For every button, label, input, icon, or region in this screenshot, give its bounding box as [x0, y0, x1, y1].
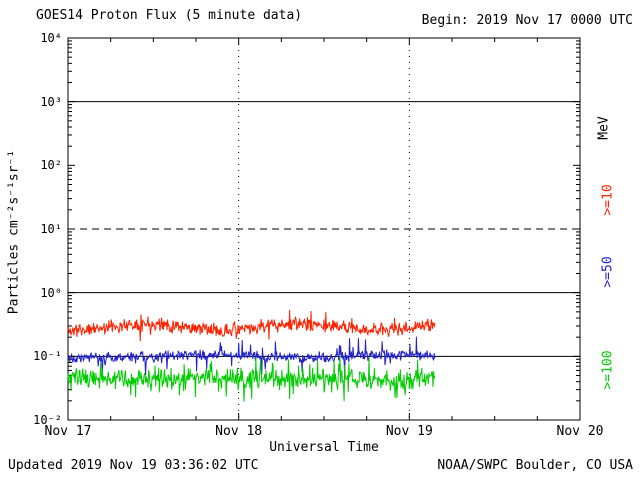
x-axis-label: Universal Time	[269, 440, 379, 455]
updated-timestamp: Updated 2019 Nov 19 03:36:02 UTC	[8, 458, 259, 473]
x-tick-label: Nov 18	[215, 424, 263, 439]
x-tick-label: Nov 17	[44, 424, 92, 439]
source-attribution: NOAA/SWPC Boulder, CO USA	[437, 458, 633, 473]
x-tick-label: Nov 20	[556, 424, 604, 439]
threshold-label-10: >=10	[600, 184, 616, 216]
begin-time-label: Begin: 2019 Nov 17 0000 UTC	[421, 13, 633, 28]
right-axis-unit-label: MeV	[596, 116, 612, 140]
threshold-label-100: >=100	[600, 350, 616, 390]
series-line-50	[67, 336, 436, 377]
chart-title: GOES14 Proton Flux (5 minute data)	[36, 8, 303, 23]
y-tick-label: 10⁻¹	[33, 349, 62, 364]
y-tick-label: 10⁴	[40, 31, 62, 45]
y-tick-label: 10³	[40, 94, 62, 109]
y-tick-label: 10²	[40, 158, 62, 173]
series-line-100	[67, 355, 436, 402]
x-tick-label: Nov 19	[385, 424, 433, 439]
y-tick-label: 10⁰	[40, 285, 62, 300]
y-tick-label: 10⁻²	[33, 413, 62, 427]
y-tick-label: 10¹	[40, 222, 62, 236]
y-axis-label: Particles cm⁻²s⁻¹sr⁻¹	[6, 149, 22, 315]
threshold-label-50: >=50	[600, 256, 616, 288]
series-line-10	[67, 309, 436, 342]
